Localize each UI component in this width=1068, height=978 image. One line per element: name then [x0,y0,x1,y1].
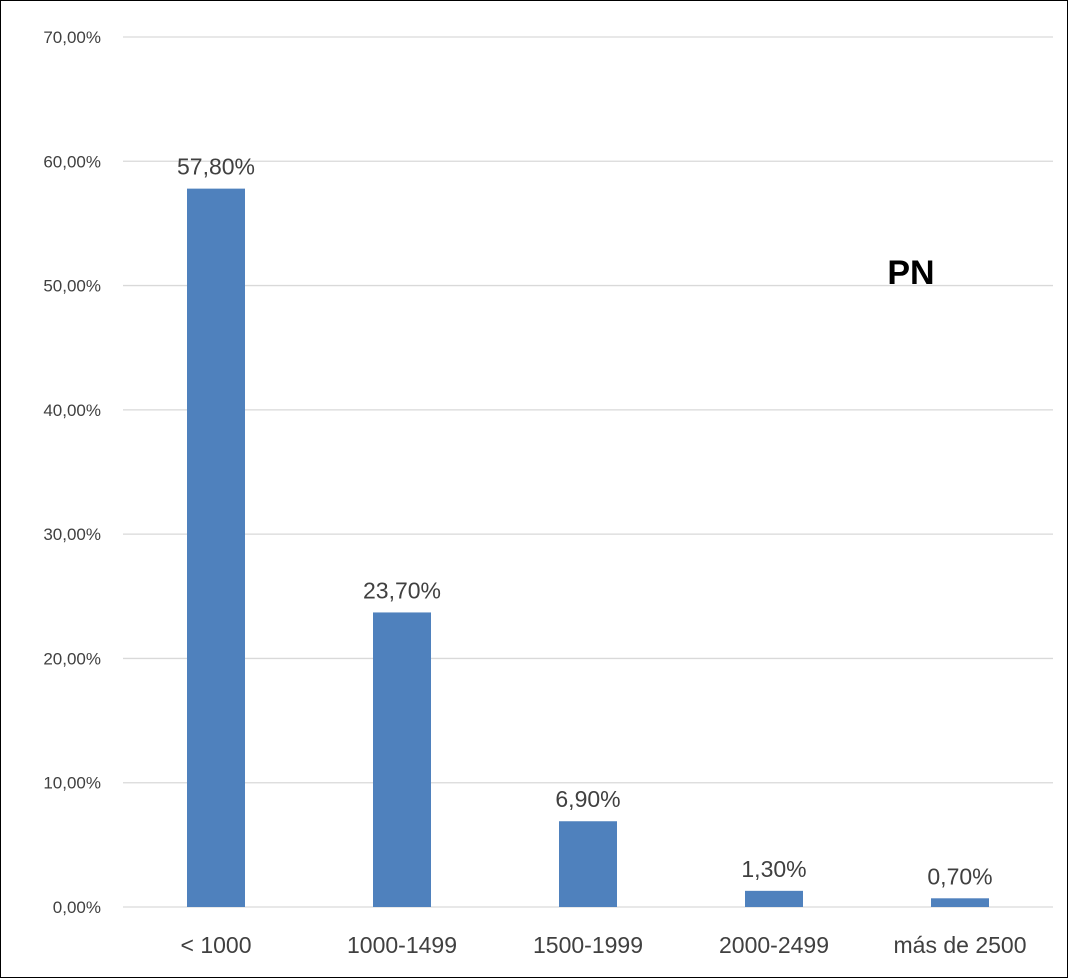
category-label: < 1000 [181,932,252,958]
y-tick-label: 50,00% [43,277,101,296]
y-tick-label: 0,00% [53,898,101,917]
category-label: 1000-1499 [347,932,457,958]
bar [745,890,803,907]
y-axis-tick-labels: 0,00% 10,00% 20,00% 30,00% 40,00% 50,00% 60,00… [43,28,101,917]
data-label: 0,70% [927,863,992,889]
data-label: 6,90% [555,786,620,812]
y-tick-label: 60,00% [43,152,101,171]
y-tick-label: 20,00% [43,649,101,668]
data-label: 23,70% [363,577,441,603]
data-labels: 57,80% 23,70% 6,90% 1,30% 0,70% [177,154,993,890]
category-label: 1500-1999 [533,932,643,958]
y-tick-label: 30,00% [43,525,101,544]
y-tick-label: 40,00% [43,401,101,420]
category-label: 2000-2499 [719,932,829,958]
x-axis-category-labels: < 1000 1000-1499 1500-1999 2000-2499 más de … [181,932,1027,958]
y-tick-label: 70,00% [43,28,101,47]
y-tick-label: 10,00% [43,774,101,793]
bars [187,188,989,908]
chart-annotation: PN [887,254,934,292]
bar [373,612,431,907]
gridlines [123,36,1053,908]
bar [559,821,617,907]
category-label: más de 2500 [894,932,1027,958]
bar [931,898,989,907]
bar [187,188,245,908]
data-label: 57,80% [177,154,255,180]
data-label: 1,30% [741,856,806,882]
